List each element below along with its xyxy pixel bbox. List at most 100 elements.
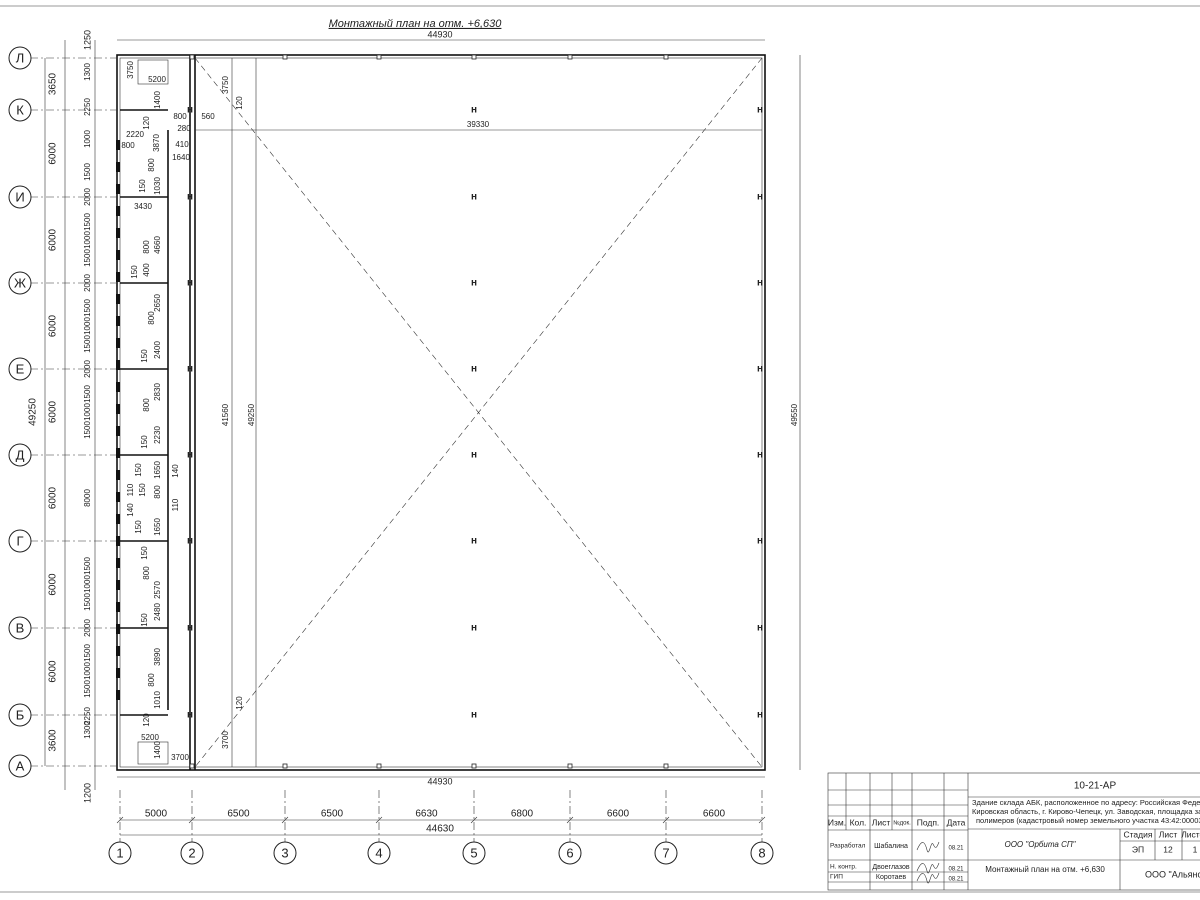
- signature-name: Двоеглазов: [872, 864, 909, 871]
- axis-bubble: [8, 185, 32, 209]
- window: [116, 448, 120, 458]
- dimension: 280: [177, 124, 191, 133]
- signature: [916, 862, 940, 874]
- window: [116, 360, 120, 370]
- column-marker: [282, 54, 288, 60]
- dimension: 4660: [153, 236, 162, 254]
- axis-label: А: [16, 758, 25, 773]
- column-marker: [282, 763, 288, 769]
- dimension: 1250: [82, 30, 92, 50]
- address-line: полимеров (кадастровый номер земельного …: [976, 816, 1200, 825]
- axis-bubble: [8, 529, 32, 553]
- dimension: 3650: [48, 72, 59, 95]
- dimension: 6800: [511, 809, 534, 820]
- dimension: 1500: [83, 644, 92, 662]
- axis-label: 3: [281, 845, 288, 860]
- stage-value: ЭП: [1132, 844, 1144, 854]
- dim-tick: [188, 816, 196, 824]
- table-header: Дата: [947, 817, 966, 827]
- dimension: 6000: [48, 573, 59, 596]
- signature-name: Коротаев: [876, 874, 907, 881]
- dimension: 1500: [83, 421, 92, 439]
- column-symbol: н: [187, 450, 193, 461]
- column-symbol: н: [187, 105, 193, 116]
- window: [116, 206, 120, 216]
- dimension: 39330: [467, 120, 490, 129]
- dimension: 800: [121, 141, 135, 150]
- dimension: 49250: [247, 403, 256, 426]
- dimension: 110: [126, 483, 135, 496]
- window: [116, 690, 120, 700]
- dimension: 110: [171, 498, 180, 511]
- dimension: 3750: [221, 76, 230, 94]
- column-marker: [567, 54, 573, 60]
- dimension: 1650: [153, 461, 162, 479]
- axis-bubble: [8, 271, 32, 295]
- dimension: 800: [147, 311, 156, 325]
- table-header: Кол.: [850, 817, 867, 827]
- dimension: 1500: [83, 163, 92, 181]
- dimension: 150: [138, 179, 147, 193]
- dimension: 150: [140, 546, 149, 560]
- axis-label: Е: [16, 361, 25, 376]
- dimension: 2250: [83, 98, 92, 116]
- dimension: 3750: [126, 61, 135, 79]
- column-symbol: н: [187, 710, 193, 721]
- company-name: ООО "Орбита СП": [1004, 840, 1076, 849]
- window: [116, 426, 120, 436]
- dimension: 150: [130, 265, 139, 279]
- axis-bubble: [8, 357, 32, 381]
- window: [116, 492, 120, 502]
- dimension: 150: [140, 349, 149, 363]
- stage-header: Листов: [1181, 829, 1200, 839]
- building-outline: [116, 54, 766, 771]
- dimension: 1500: [83, 249, 92, 267]
- window: [116, 404, 120, 414]
- address-line: Здание склада АБК, расположенное по адре…: [972, 798, 1200, 807]
- dimension: 150: [134, 463, 143, 477]
- window: [116, 646, 120, 656]
- dimension: 1500: [83, 299, 92, 317]
- axis-bubble: [8, 443, 32, 467]
- dimension: 150: [138, 483, 147, 497]
- axis-label: К: [16, 102, 24, 117]
- column-symbol: н: [471, 450, 477, 461]
- dimension: 1500: [83, 680, 92, 698]
- dimension: 6000: [48, 400, 59, 423]
- axis-bubble: [8, 616, 32, 640]
- column-symbol: н: [757, 105, 763, 116]
- dimension: 6000: [48, 142, 59, 165]
- column-symbol: н: [471, 192, 477, 203]
- dimension: 6000: [48, 314, 59, 337]
- dimension: 2400: [153, 341, 162, 359]
- dimension: 1000: [83, 231, 92, 249]
- axis-bubble: [8, 98, 32, 122]
- dimension: 5200: [148, 75, 166, 84]
- window: [116, 514, 120, 524]
- address-line: Кировская область, г. Кирово-Чепецк, ул.…: [972, 807, 1200, 816]
- sheet-code: 10-21-АР: [1074, 781, 1117, 792]
- signature-date: 08.21: [948, 846, 964, 852]
- window: [116, 624, 120, 634]
- window: [116, 250, 120, 260]
- axis-label: В: [16, 620, 25, 635]
- dimension: 5200: [141, 733, 159, 742]
- column-symbol: н: [471, 623, 477, 634]
- dimension: 1500: [83, 385, 92, 403]
- dimension: 44930: [427, 776, 452, 786]
- dimension: 3430: [134, 202, 152, 211]
- dimension: 3890: [153, 648, 162, 666]
- dimension: 6600: [607, 809, 630, 820]
- dimension: 1000: [83, 403, 92, 421]
- dim-tick: [470, 816, 478, 824]
- dimension: 150: [140, 435, 149, 449]
- dim-tick: [375, 816, 383, 824]
- dimension: 1500: [83, 335, 92, 353]
- axis-bubble: [462, 841, 486, 865]
- dimension: 6500: [321, 809, 344, 820]
- dimension: 49550: [790, 403, 799, 426]
- dimension: 2220: [126, 130, 144, 139]
- column-symbol: н: [757, 710, 763, 721]
- dimension: 120: [235, 96, 244, 110]
- dimension: 6500: [227, 809, 250, 820]
